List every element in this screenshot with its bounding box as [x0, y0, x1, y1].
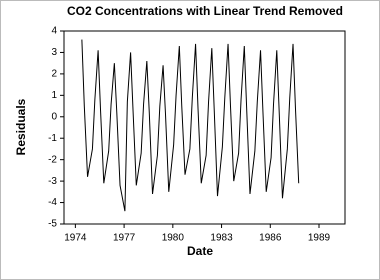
plot-area	[63, 30, 346, 225]
chart-title: CO2 Concentrations with Linear Trend Rem…	[67, 4, 343, 18]
x-tick-label: 1986	[259, 233, 282, 244]
y-tick-label: -4	[48, 197, 57, 208]
y-tick-label: -3	[48, 176, 57, 187]
x-tick-label: 1983	[210, 233, 233, 244]
y-tick-label: -1	[48, 133, 57, 144]
x-tick-label: 1977	[113, 233, 136, 244]
y-tick-label: -5	[48, 219, 57, 230]
x-tick-label: 1974	[64, 233, 87, 244]
x-tick-label: 1989	[308, 233, 331, 244]
y-tick-label: -2	[48, 154, 57, 165]
y-tick-label: 0	[51, 111, 57, 122]
y-tick-label: 2	[51, 69, 57, 80]
data-line	[81, 39, 300, 212]
x-axis-label: Date	[187, 244, 213, 258]
y-tick-label: 4	[51, 26, 57, 37]
x-tick-label: 1980	[162, 233, 185, 244]
y-axis-label: Residuals	[14, 98, 28, 155]
y-tick-label: 3	[51, 47, 57, 58]
y-tick-label: 1	[51, 90, 57, 101]
